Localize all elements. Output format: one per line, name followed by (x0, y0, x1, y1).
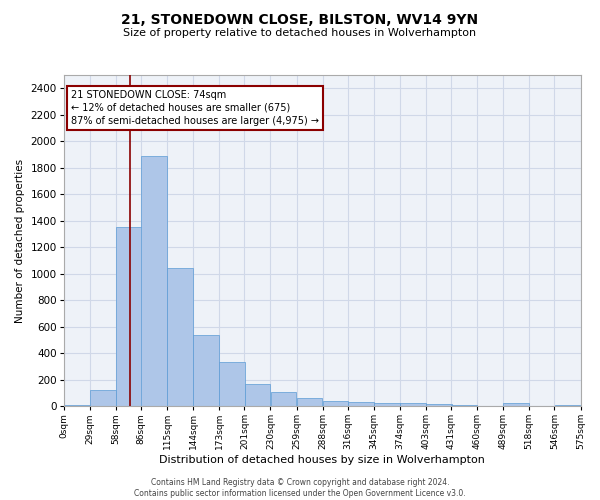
Bar (554, 405, 580, 406)
Bar (141, 156, 167, 406)
Text: Contains HM Land Registry data © Crown copyright and database right 2024.
Contai: Contains HM Land Registry data © Crown c… (134, 478, 466, 498)
Bar (374, 403, 400, 406)
Bar (167, 268, 193, 406)
Text: 21, STONEDOWN CLOSE, BILSTON, WV14 9YN: 21, STONEDOWN CLOSE, BILSTON, WV14 9YN (121, 12, 479, 26)
Y-axis label: Number of detached properties: Number of detached properties (15, 158, 25, 322)
Text: 21 STONEDOWN CLOSE: 74sqm
← 12% of detached houses are smaller (675)
87% of semi: 21 STONEDOWN CLOSE: 74sqm ← 12% of detac… (71, 90, 319, 126)
Bar (90, 390, 116, 406)
Bar (297, 398, 322, 406)
Bar (426, 404, 452, 406)
Bar (503, 404, 529, 406)
Bar (116, 228, 142, 406)
Bar (220, 362, 245, 406)
X-axis label: Distribution of detached houses by size in Wolverhampton: Distribution of detached houses by size … (159, 455, 485, 465)
Bar (323, 401, 349, 406)
Bar (348, 402, 374, 406)
Bar (400, 404, 425, 406)
Bar (64, 405, 89, 406)
Text: Size of property relative to detached houses in Wolverhampton: Size of property relative to detached ho… (124, 28, 476, 38)
Bar (193, 334, 219, 406)
Bar (245, 384, 270, 406)
Bar (271, 392, 296, 406)
